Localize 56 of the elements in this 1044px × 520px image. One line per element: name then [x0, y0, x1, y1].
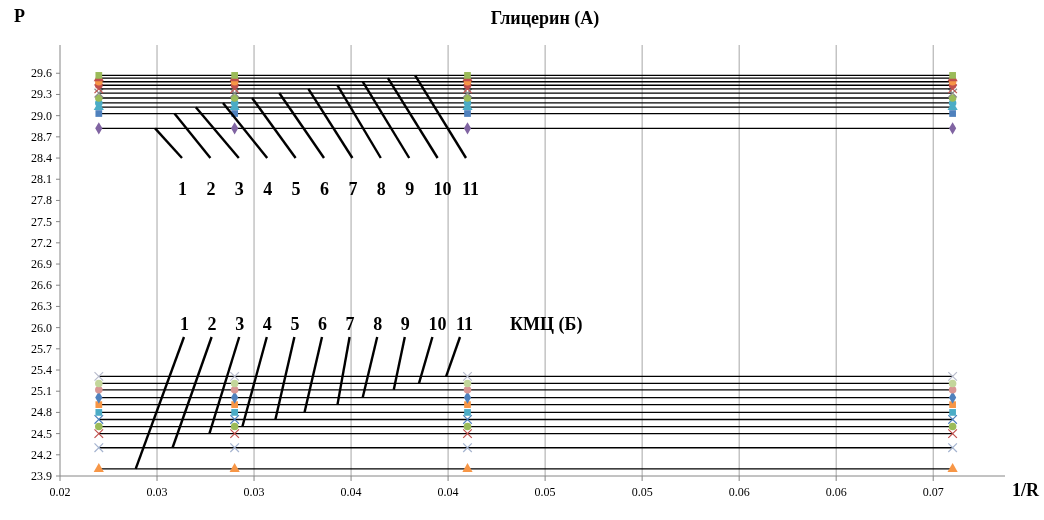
annotation: 3	[234, 179, 244, 199]
x-tick-label: 0.05	[534, 485, 556, 499]
y-tick-label: 27.2	[31, 235, 52, 250]
x-tick-label: 0.05	[631, 485, 653, 499]
y-tick-label: 24.5	[31, 426, 52, 441]
annotation: 9	[405, 179, 415, 199]
y-tick-label: 25.4	[31, 363, 52, 378]
y-tick-label: 28.4	[31, 151, 52, 166]
y-tick-label: 25.1	[31, 384, 52, 399]
y-tick-label: 26.9	[31, 257, 52, 272]
annotation: 10	[428, 314, 447, 334]
x-tick-label: 0.04	[340, 485, 362, 499]
annotation: 1	[178, 179, 187, 199]
y-tick-label: 26.0	[31, 320, 52, 335]
annotation: 5	[291, 179, 301, 199]
y-tick-label: 24.2	[31, 447, 52, 462]
x-tick-label: 0.04	[437, 485, 459, 499]
annotation: 7	[348, 179, 358, 199]
y-tick-label: 27.8	[31, 193, 52, 208]
annotation: 4	[262, 314, 272, 334]
y-tick-label: 23.9	[31, 469, 52, 483]
y-tick-label: 24.8	[31, 405, 52, 420]
annotation: 2	[207, 314, 217, 334]
x-tick-label: 0.07	[922, 485, 944, 499]
x-tick-label: 0.03	[243, 485, 265, 499]
y-tick-label: 25.7	[31, 341, 52, 356]
annotation: 2	[206, 179, 216, 199]
y-tick-label: 29.0	[31, 108, 52, 123]
annotation: 3	[235, 314, 245, 334]
annotation: КМЦ (Б)	[510, 314, 583, 335]
y-tick-label: 29.6	[31, 66, 52, 81]
y-tick-label: 28.1	[31, 172, 52, 187]
y-tick-label: 26.3	[31, 299, 52, 314]
annotation: 6	[320, 179, 329, 199]
x-tick-label: 0.06	[825, 485, 847, 499]
y-tick-label: 29.3	[31, 87, 52, 102]
annotation: 1	[180, 314, 189, 334]
annotation: 9	[400, 314, 410, 334]
annotation: 11	[456, 314, 474, 334]
annotation: 8	[373, 314, 383, 334]
annotation: 10	[433, 179, 452, 199]
annotation: 7	[345, 314, 355, 334]
x-tick-label: 0.03	[146, 485, 168, 499]
annotation: 11	[462, 179, 480, 199]
annotation: 8	[376, 179, 386, 199]
x-tick-label: 0.06	[728, 485, 750, 499]
x-tick-label: 0.02	[49, 485, 71, 499]
y-tick-label: 27.5	[31, 214, 52, 229]
annotation: 5	[290, 314, 300, 334]
annotation: 4	[263, 179, 273, 199]
x-axis-title: 1/R	[1012, 480, 1040, 500]
y-axis-title: P	[14, 6, 25, 26]
y-tick-label: 28.7	[31, 129, 52, 144]
chart-title: Глицерин (А)	[490, 8, 600, 29]
annotation: 6	[318, 314, 327, 334]
y-tick-label: 26.6	[31, 278, 52, 293]
